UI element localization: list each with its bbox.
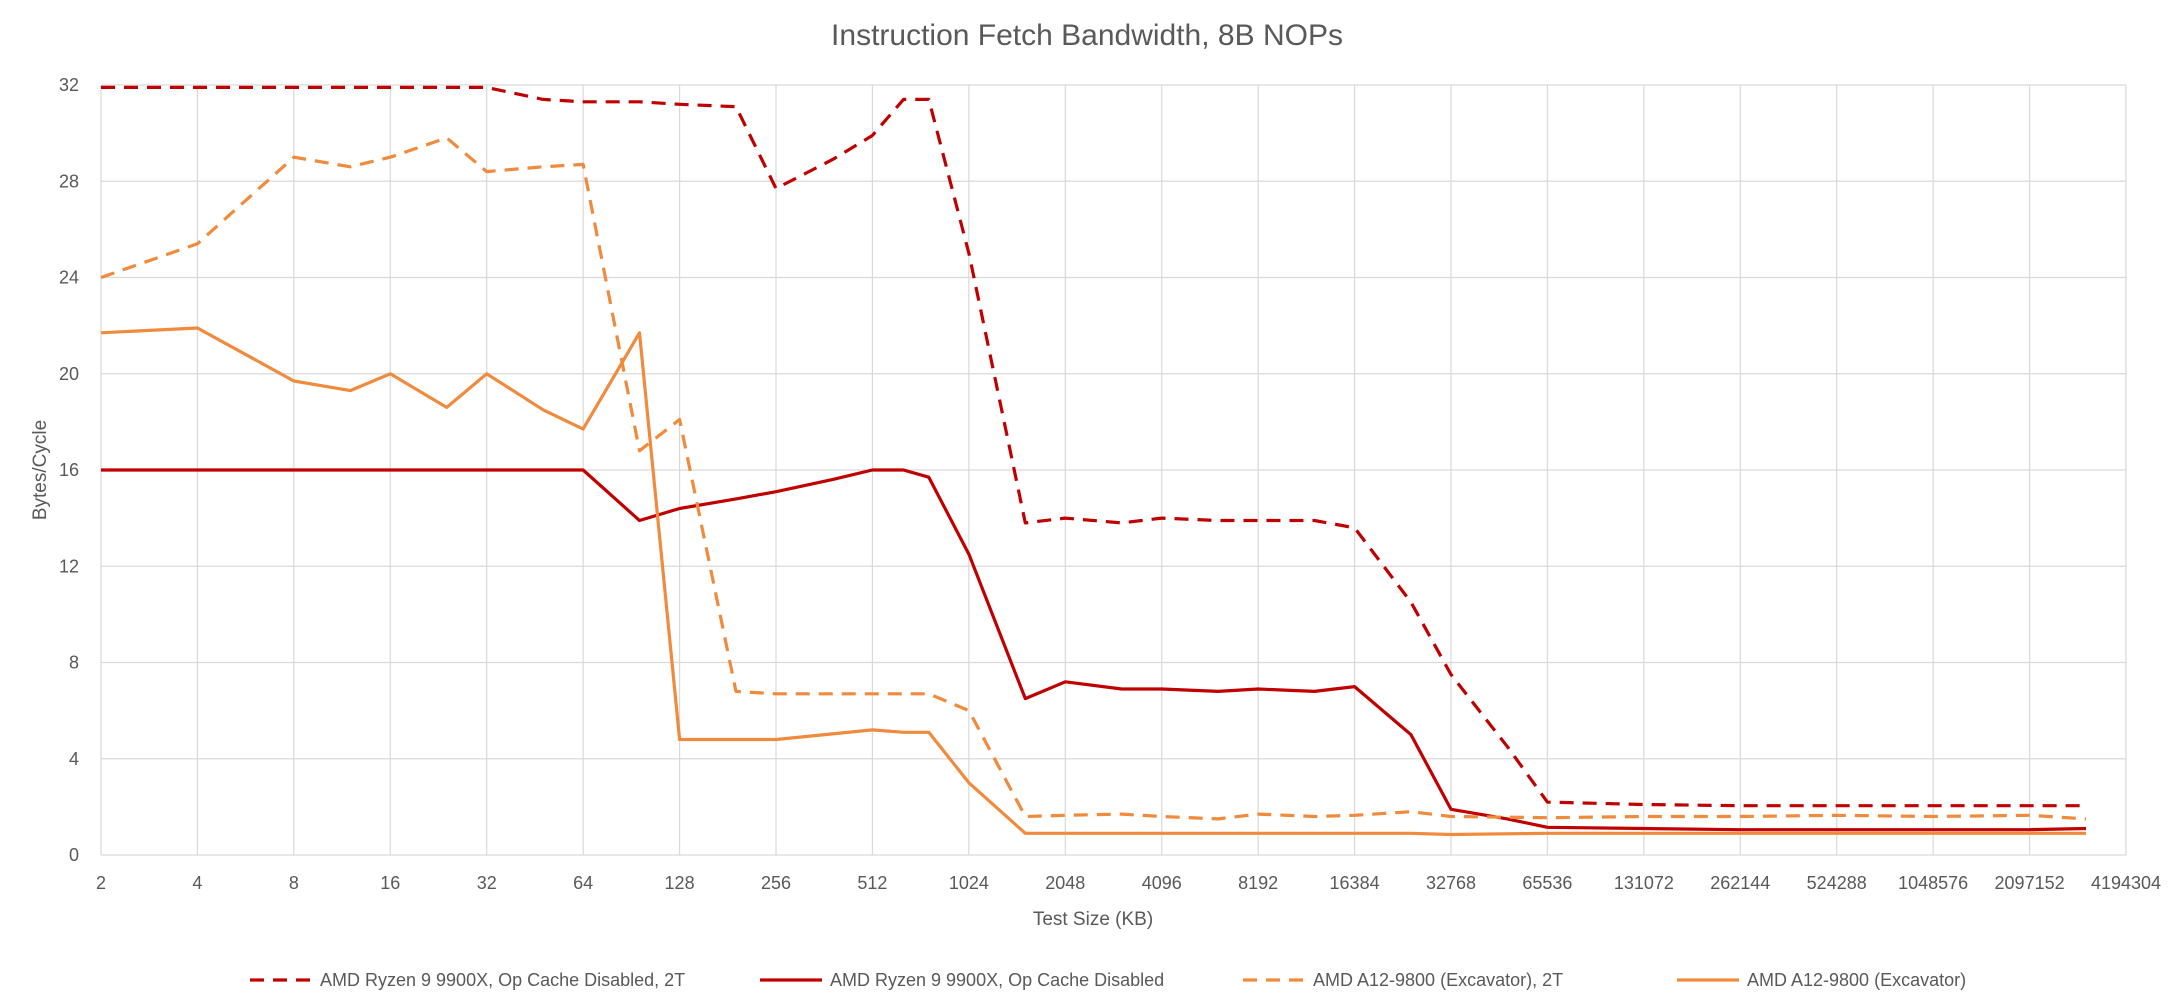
- y-tick-label: 12: [59, 556, 79, 576]
- x-axis-title: Test Size (KB): [1033, 909, 1153, 930]
- series-line-2: [101, 468, 2087, 832]
- x-tick-label: 4: [192, 873, 202, 893]
- y-tick-label: 20: [59, 364, 79, 384]
- x-tick-label: 65536: [1522, 873, 1572, 893]
- x-tick-label: 8: [289, 873, 299, 893]
- series-lines: [100, 85, 2087, 837]
- x-tick-label: 16: [380, 873, 400, 893]
- legend[interactable]: AMD Ryzen 9 9900X, Op Cache Disabled, 2T…: [250, 970, 1966, 990]
- x-tick-label: 131072: [1614, 873, 1674, 893]
- x-tick-label: 64: [573, 873, 593, 893]
- x-tick-label: 128: [665, 873, 695, 893]
- x-tick-label: 2048: [1045, 873, 1085, 893]
- legend-item-3[interactable]: AMD A12-9800 (Excavator), 2T: [1243, 970, 1563, 990]
- x-tick-label: 4194304: [2091, 873, 2161, 893]
- legend-label: AMD Ryzen 9 9900X, Op Cache Disabled: [830, 970, 1164, 990]
- y-tick-label: 0: [69, 845, 79, 865]
- x-axis-ticks: 2 4 8 16 32 64 128 256 512 1024 2048 4096 8192 16384 3…: [96, 873, 2161, 893]
- legend-item-1[interactable]: AMD Ryzen 9 9900X, Op Cache Disabled, 2T: [250, 970, 685, 990]
- series-line-1: [101, 85, 2086, 808]
- y-axis-title: Bytes/Cycle: [30, 420, 51, 520]
- x-tick-label: 512: [857, 873, 887, 893]
- legend-label: AMD Ryzen 9 9900X, Op Cache Disabled, 2T: [320, 970, 685, 990]
- y-tick-label: 16: [59, 460, 79, 480]
- x-tick-label: 256: [761, 873, 791, 893]
- x-tick-label: 2: [96, 873, 106, 893]
- y-tick-label: 4: [69, 749, 79, 769]
- x-tick-label: 1024: [949, 873, 989, 893]
- y-tick-label: 32: [59, 75, 79, 95]
- legend-item-4[interactable]: AMD A12-9800 (Excavator): [1677, 970, 1966, 990]
- chart-title: Instruction Fetch Bandwidth, 8B NOPs: [831, 19, 1343, 52]
- series-line-4: [100, 326, 2086, 837]
- legend-label: AMD A12-9800 (Excavator), 2T: [1313, 970, 1563, 990]
- x-tick-label: 8192: [1238, 873, 1278, 893]
- x-tick-label: 262144: [1710, 873, 1770, 893]
- x-tick-label: 4096: [1142, 873, 1182, 893]
- x-tick-label: 32768: [1426, 873, 1476, 893]
- x-tick-label: 16384: [1330, 873, 1380, 893]
- legend-label: AMD A12-9800 (Excavator): [1747, 970, 1966, 990]
- series-line-3: [100, 136, 2087, 821]
- y-axis-ticks: 0 4 8 12 16 20 24 28 32: [59, 75, 79, 865]
- x-tick-label: 1048576: [1898, 873, 1968, 893]
- legend-item-2[interactable]: AMD Ryzen 9 9900X, Op Cache Disabled: [760, 970, 1164, 990]
- x-tick-label: 524288: [1807, 873, 1867, 893]
- x-tick-label: 2097152: [1995, 873, 2065, 893]
- x-tick-label: 32: [477, 873, 497, 893]
- y-tick-label: 8: [69, 653, 79, 673]
- y-tick-label: 28: [59, 171, 79, 191]
- y-tick-label: 24: [59, 268, 79, 288]
